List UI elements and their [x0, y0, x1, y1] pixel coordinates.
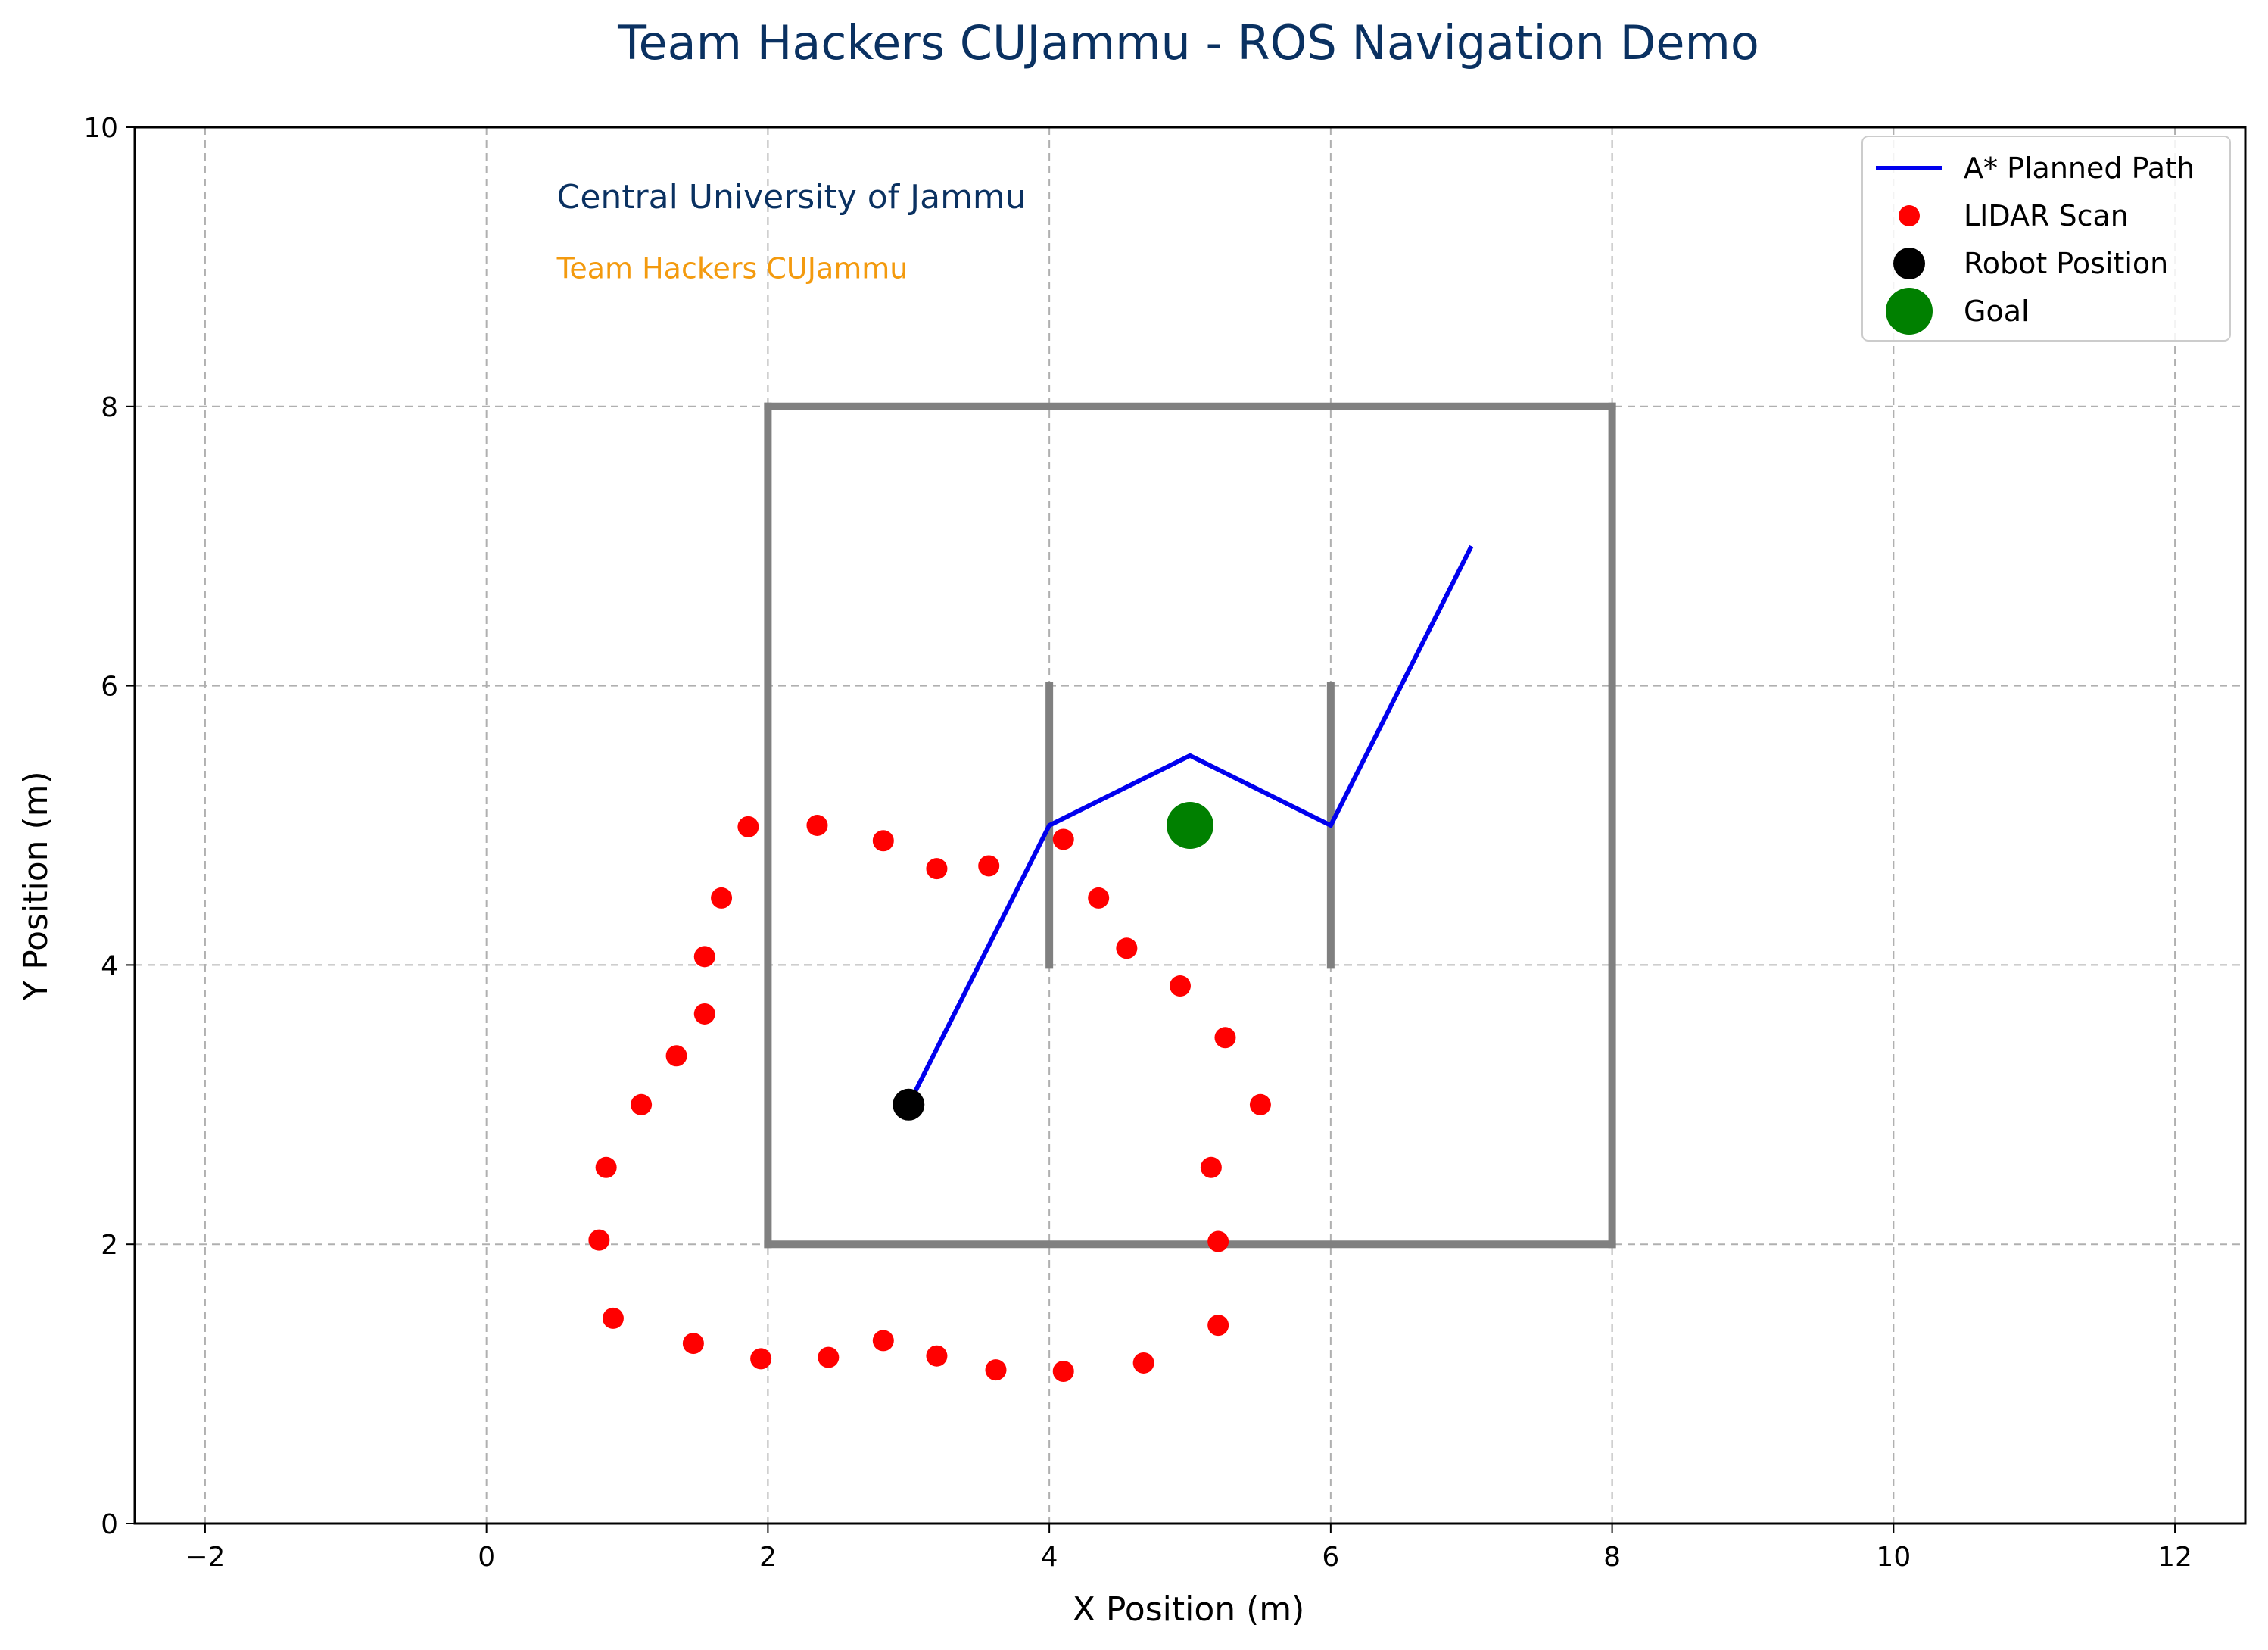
y-tick-label: 0 — [101, 1509, 118, 1540]
y-tick-label: 2 — [101, 1230, 118, 1261]
y-tick-label: 4 — [101, 950, 118, 981]
annotation-text: Team Hackers CUJammu — [556, 251, 908, 285]
legend-label: Goal — [1964, 295, 2030, 328]
lidar-point — [665, 1045, 687, 1067]
robot-position-marker — [893, 1088, 925, 1121]
lidar-point — [926, 1345, 948, 1367]
legend-swatch-marker — [1893, 248, 1925, 279]
planned-path-line — [906, 544, 1474, 1106]
legend-label: LIDAR Scan — [1964, 199, 2129, 232]
y-tick-label: 10 — [83, 113, 118, 144]
lidar-point — [1214, 1027, 1236, 1049]
lidar-point — [1249, 1093, 1271, 1115]
lidar-point — [693, 946, 715, 968]
x-tick-label: 8 — [1603, 1542, 1621, 1573]
lidar-point — [1088, 887, 1110, 909]
lidar-point — [872, 830, 894, 852]
lidar-point — [985, 1359, 1007, 1381]
lidar-point — [1200, 1156, 1222, 1178]
lidar-point — [978, 855, 1000, 877]
lidar-point — [1052, 1361, 1074, 1383]
x-tick-label: 12 — [2157, 1542, 2192, 1573]
lidar-point — [1132, 1352, 1154, 1374]
lidar-point — [926, 858, 948, 880]
annotation-text: Central University of Jammu — [557, 178, 1027, 217]
x-tick-label: 4 — [1041, 1542, 1058, 1573]
lidar-point — [693, 1003, 715, 1025]
legend-swatch-dot — [1899, 205, 1920, 226]
x-tick-label: 0 — [478, 1542, 495, 1573]
lidar-point — [1116, 937, 1138, 959]
x-tick-label: 2 — [759, 1542, 777, 1573]
legend-swatch-marker — [1886, 288, 1933, 335]
y-tick-label: 6 — [101, 672, 118, 703]
y-tick-label: 8 — [101, 392, 118, 423]
axis-ticks: −2 0 2 4 6 8 10 12 0 2 4 6 8 10 — [83, 113, 2192, 1573]
plot-frame — [133, 126, 2247, 1525]
lidar-point — [595, 1156, 617, 1178]
x-tick-label: 10 — [1876, 1542, 1911, 1573]
series — [588, 544, 1474, 1383]
lidar-point — [872, 1330, 894, 1352]
lidar-point — [588, 1229, 610, 1251]
annotations: Central University of Jammu Team Hackers … — [556, 178, 1027, 285]
goal-marker — [1167, 802, 1213, 849]
x-tick-label: 6 — [1322, 1542, 1339, 1573]
lidar-point — [602, 1307, 624, 1329]
lidar-point — [737, 816, 759, 837]
chart-title: Team Hackers CUJammu - ROS Navigation De… — [617, 15, 1759, 70]
y-axis-label: Y Position (m) — [17, 771, 55, 1001]
lidar-point — [806, 815, 828, 836]
lidar-point — [631, 1093, 653, 1115]
lidar-point — [818, 1346, 840, 1368]
lidar-point — [1052, 828, 1074, 850]
lidar-point — [750, 1348, 772, 1370]
lidar-point — [1207, 1230, 1229, 1252]
lidar-point — [1207, 1315, 1229, 1337]
legend-box — [1861, 136, 2231, 342]
lidar-point — [682, 1333, 704, 1355]
legend-label: A* Planned Path — [1964, 151, 2195, 185]
legend: A* Planned Path LIDAR Scan Robot Position G… — [1861, 136, 2231, 342]
lidar-point — [711, 887, 733, 909]
x-tick-label: −2 — [185, 1542, 225, 1573]
legend-label: Robot Position — [1964, 247, 2168, 280]
x-axis-label: X Position (m) — [1073, 1590, 1305, 1629]
lidar-point — [1169, 975, 1191, 997]
